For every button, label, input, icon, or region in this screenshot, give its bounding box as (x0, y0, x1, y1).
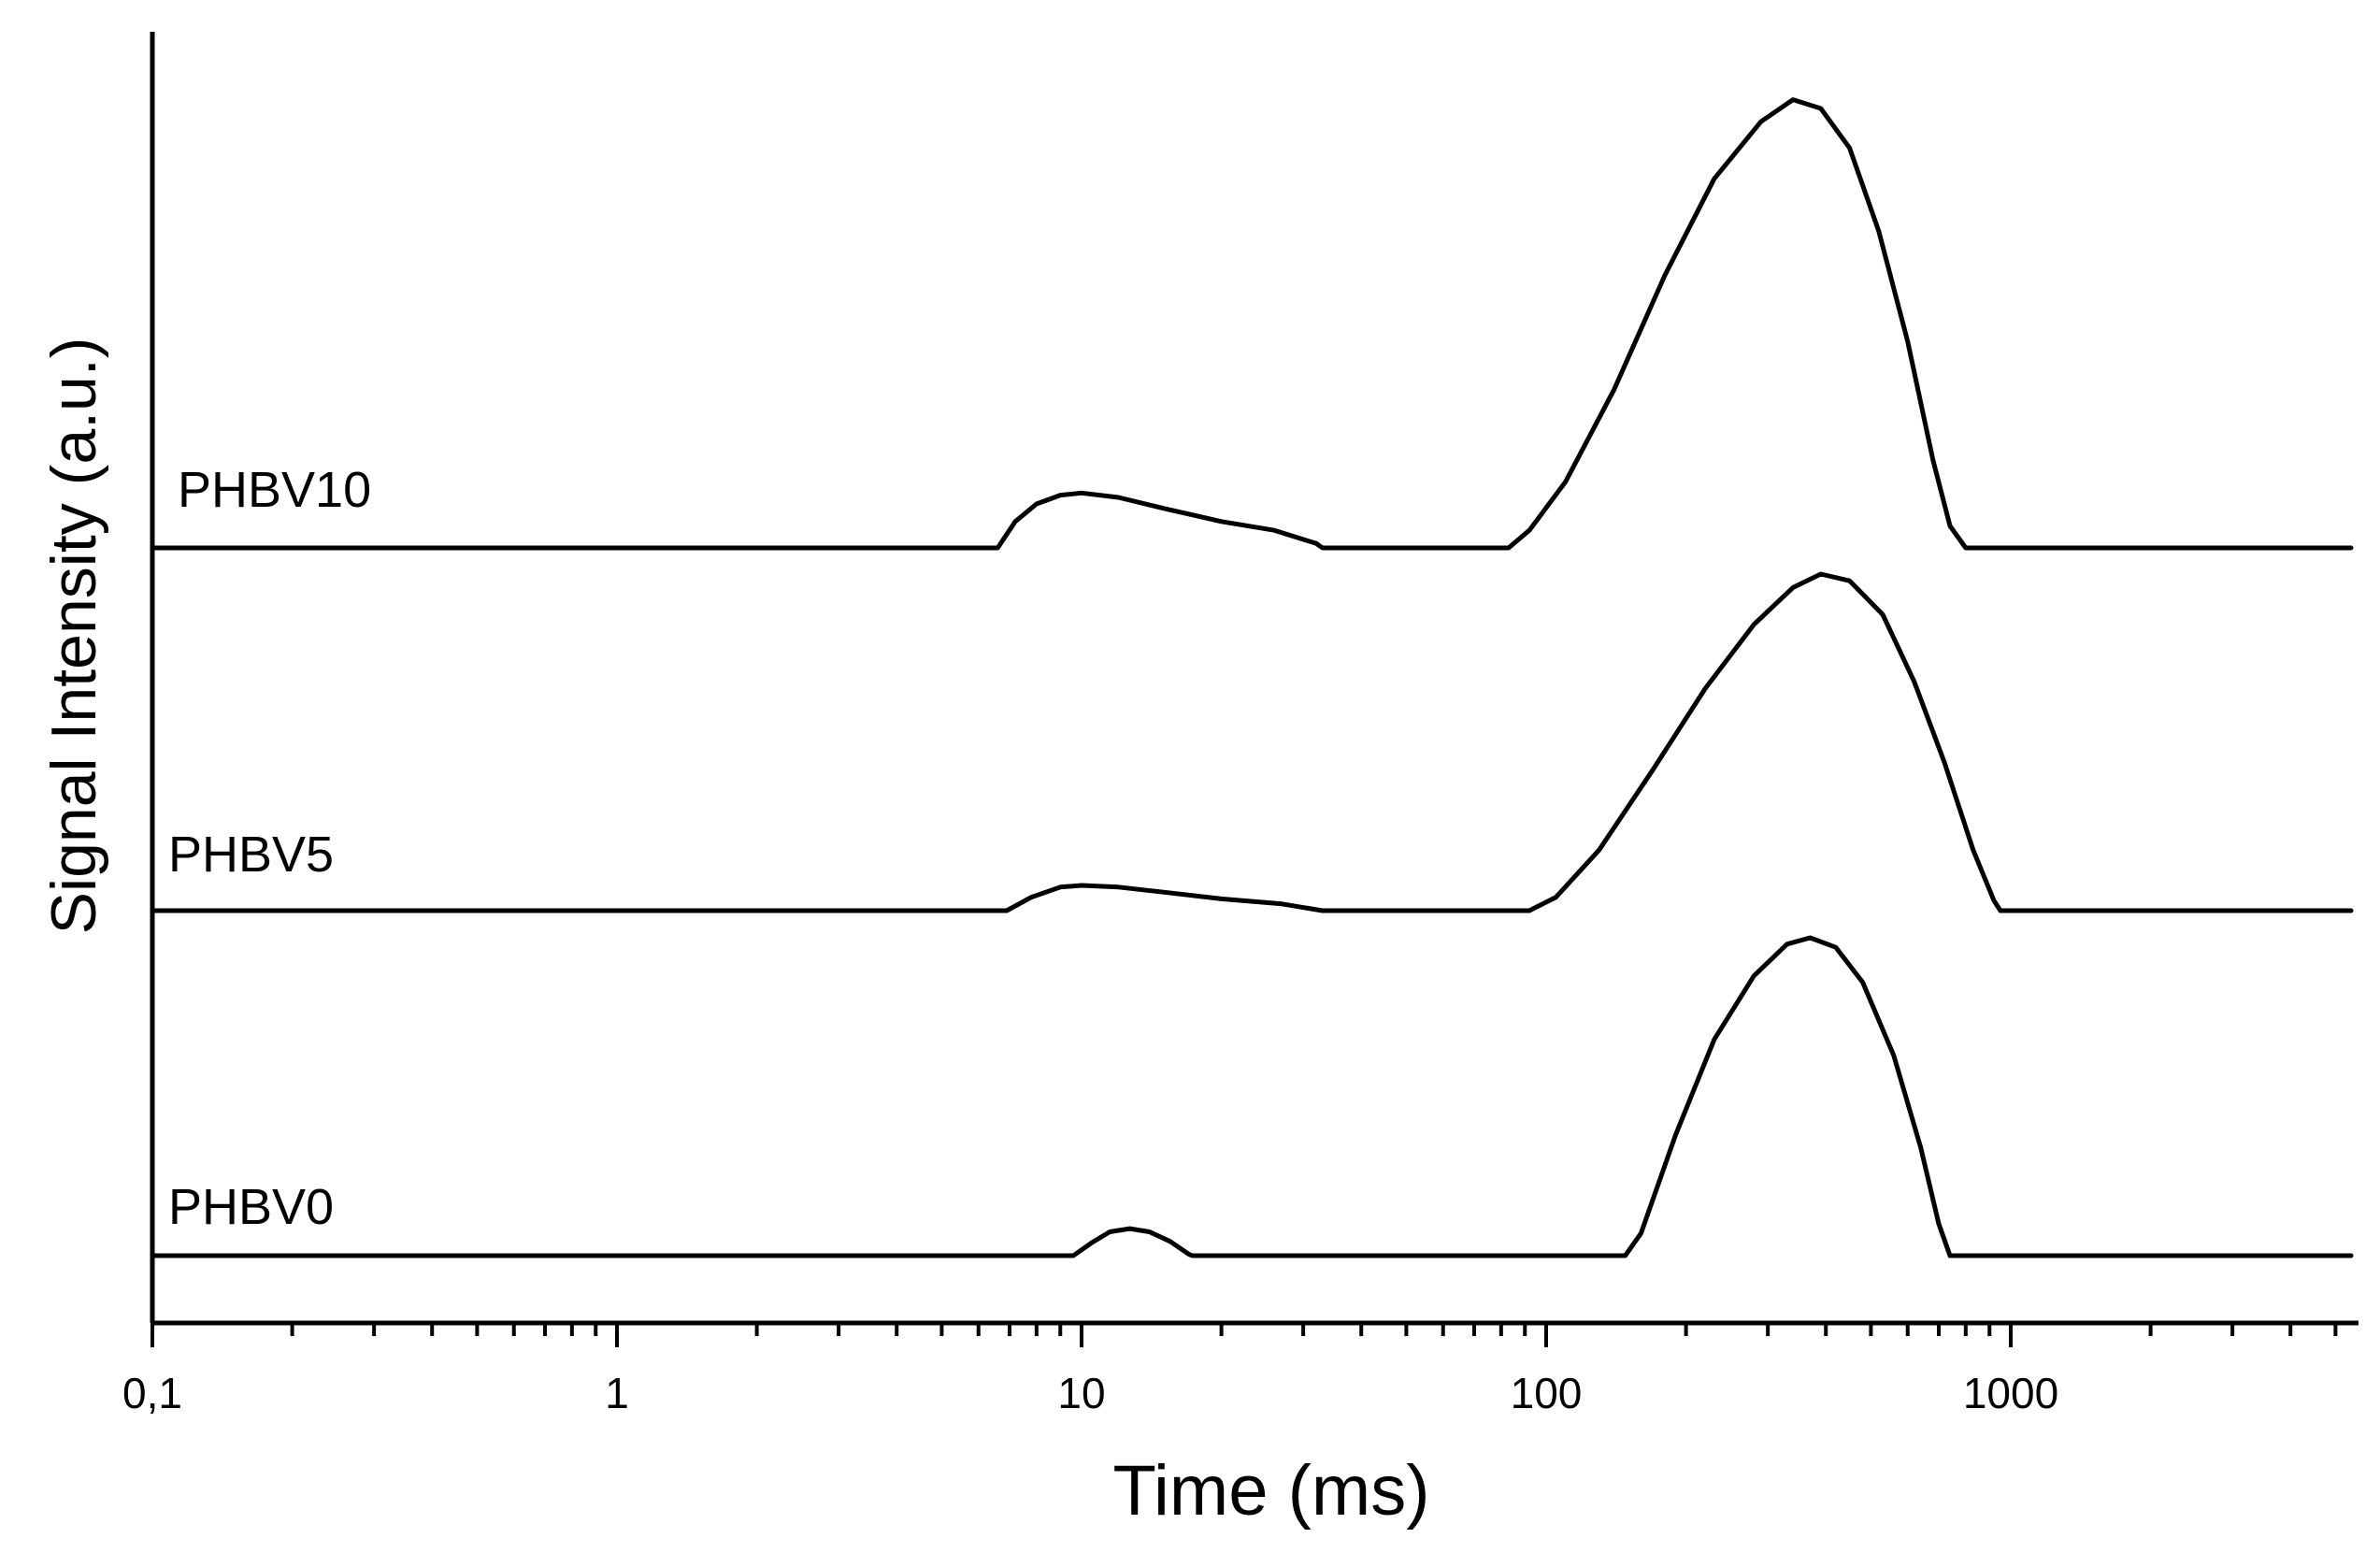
series-layer (150, 97, 2354, 1258)
x-axis-title: Time (ms) (1112, 1451, 1429, 1531)
plot-area: PHBV10 PHBV5 PHBV0 (150, 97, 2354, 1258)
series-line-phbv5 (150, 571, 2354, 913)
series-label-phbv0: PHBV0 (168, 1179, 334, 1235)
x-tick-label: 100 (1511, 1369, 1583, 1417)
y-axis-title: Signal Intensity (a.u.) (38, 338, 109, 935)
x-tick-label: 1 (605, 1369, 629, 1417)
x-axis-tick-labels: 0,1 1 10 100 1000 (122, 1369, 2058, 1417)
series-line-phbv10 (150, 97, 2354, 551)
series-label-phbv5: PHBV5 (168, 827, 334, 883)
series-label-layer: PHBV10 PHBV5 PHBV0 (168, 462, 371, 1235)
series-line-phbv0 (150, 935, 2354, 1258)
x-tick-label: 1000 (1963, 1369, 2058, 1417)
x-tick-label: 10 (1057, 1369, 1105, 1417)
x-tick-label: 0,1 (122, 1369, 182, 1417)
x-axis-ticks (151, 1323, 2338, 1347)
series-label-phbv10: PHBV10 (178, 462, 371, 518)
